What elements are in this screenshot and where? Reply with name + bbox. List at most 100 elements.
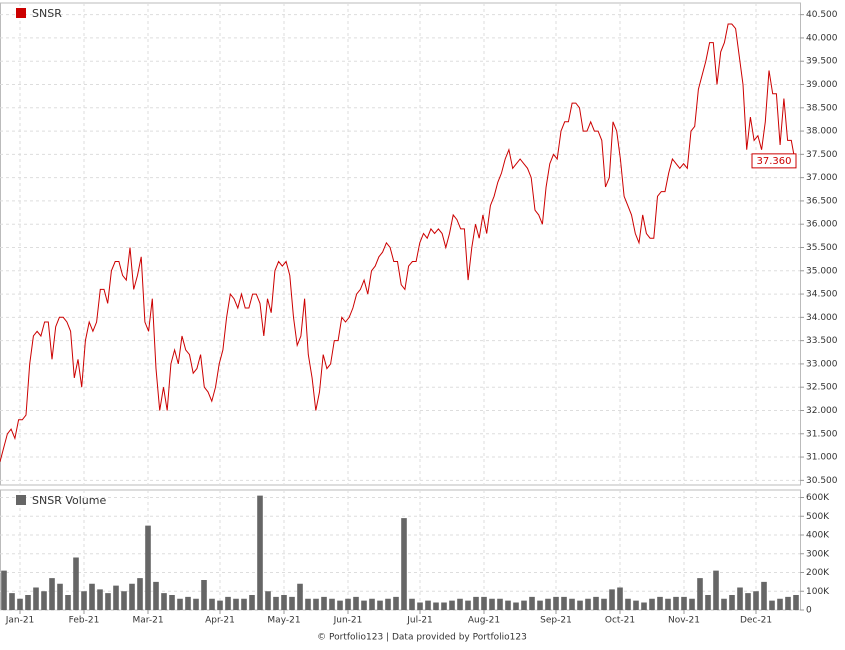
volume-bar bbox=[169, 595, 175, 610]
x-tick-label: Aug-21 bbox=[468, 616, 500, 626]
volume-bar bbox=[705, 595, 711, 610]
volume-bar bbox=[689, 598, 695, 610]
x-tick-label: May-21 bbox=[267, 616, 300, 626]
y-tick-label: 35.000 bbox=[806, 266, 838, 276]
volume-bar bbox=[769, 600, 775, 610]
volume-bar bbox=[569, 598, 575, 610]
volume-bar bbox=[401, 518, 407, 610]
y-tick-label: 31.500 bbox=[806, 429, 838, 439]
volume-bar bbox=[73, 557, 79, 610]
volume-bar bbox=[561, 596, 567, 610]
volume-bar bbox=[545, 598, 551, 610]
y-tick-label: 38.500 bbox=[806, 103, 838, 113]
volume-bar bbox=[129, 583, 135, 610]
volume-bar bbox=[65, 595, 71, 610]
volume-bar bbox=[473, 596, 479, 610]
panel bbox=[0, 489, 801, 611]
y-tick-label: 34.000 bbox=[806, 313, 838, 323]
volume-bar bbox=[425, 600, 431, 610]
volume-bar bbox=[265, 591, 271, 610]
volume-bar bbox=[305, 598, 311, 610]
y-tick-label: 200K bbox=[806, 568, 830, 578]
legend-label: SNSR bbox=[32, 7, 62, 20]
volume-bar bbox=[25, 595, 31, 610]
x-tick-label: Mar-21 bbox=[132, 616, 163, 626]
volume-bar bbox=[321, 596, 327, 610]
volume-bar bbox=[289, 596, 295, 610]
volume-bar bbox=[145, 525, 151, 610]
volume-bar bbox=[593, 596, 599, 610]
y-tick-label: 32.500 bbox=[806, 383, 838, 393]
y-tick-label: 31.000 bbox=[806, 453, 838, 463]
x-tick-label: Dec-21 bbox=[740, 616, 772, 626]
volume-bar bbox=[49, 578, 55, 610]
volume-bar bbox=[41, 591, 47, 610]
volume-bar bbox=[433, 602, 439, 610]
x-tick-label: Jun-21 bbox=[333, 616, 363, 626]
volume-bar bbox=[353, 596, 359, 610]
volume-bar bbox=[505, 600, 511, 610]
y-tick-label: 30.500 bbox=[806, 476, 838, 486]
volume-bar bbox=[553, 596, 559, 610]
volume-bar bbox=[337, 600, 343, 610]
volume-bar bbox=[713, 570, 719, 610]
volume-bar bbox=[417, 602, 423, 610]
volume-bar bbox=[633, 600, 639, 610]
volume-bar bbox=[513, 602, 519, 610]
y-tick-label: 39.000 bbox=[806, 80, 838, 90]
volume-bar bbox=[657, 596, 663, 610]
volume-bar bbox=[601, 598, 607, 610]
x-tick-label: Apr-21 bbox=[205, 616, 235, 626]
volume-bar bbox=[521, 600, 527, 610]
legend-label: SNSR Volume bbox=[32, 494, 106, 507]
y-tick-label: 36.000 bbox=[806, 220, 838, 230]
volume-bar bbox=[17, 598, 23, 610]
volume-bar bbox=[361, 600, 367, 610]
price-line bbox=[0, 23, 796, 462]
volume-bar bbox=[577, 600, 583, 610]
y-tick-label: 40.500 bbox=[806, 10, 838, 20]
x-tick-label: Sep-21 bbox=[540, 616, 572, 626]
footer: © Portfolio123 | Data provided by Portfo… bbox=[317, 633, 527, 643]
last-value-label: 37.360 bbox=[757, 156, 792, 167]
volume-bar bbox=[609, 589, 615, 610]
y-tick-label: 400K bbox=[806, 531, 830, 541]
volume-bar bbox=[89, 583, 95, 610]
volume-bar bbox=[529, 596, 535, 610]
volume-bar bbox=[1, 570, 7, 610]
volume-bar bbox=[649, 598, 655, 610]
volume-bar bbox=[257, 495, 263, 610]
volume-bar bbox=[761, 581, 767, 610]
volume-bar bbox=[201, 580, 207, 610]
y-tick-label: 32.000 bbox=[806, 406, 838, 416]
volume-bar bbox=[345, 598, 351, 610]
volume-bar bbox=[385, 598, 391, 610]
volume-bar bbox=[457, 598, 463, 610]
y-tick-label: 36.500 bbox=[806, 196, 838, 206]
volume-bar bbox=[673, 596, 679, 610]
y-tick-label: 38.000 bbox=[806, 127, 838, 137]
volume-bar bbox=[729, 595, 735, 610]
volume-bar bbox=[241, 598, 247, 610]
y-tick-label: 100K bbox=[806, 587, 830, 597]
volume-bar bbox=[697, 578, 703, 610]
volume-bar bbox=[625, 598, 631, 610]
volume-bar bbox=[369, 598, 375, 610]
volume-bar bbox=[681, 596, 687, 610]
volume-bar bbox=[745, 593, 751, 610]
x-tick-label: Feb-21 bbox=[69, 616, 100, 626]
volume-bar bbox=[665, 598, 671, 610]
volume-bar bbox=[641, 602, 647, 610]
volume-bar bbox=[753, 591, 759, 610]
y-tick-label: 500K bbox=[806, 512, 830, 522]
volume-bar bbox=[9, 593, 15, 610]
volume-bar bbox=[449, 600, 455, 610]
y-tick-label: 33.000 bbox=[806, 359, 838, 369]
y-tick-label: 0 bbox=[806, 606, 812, 616]
volume-bar bbox=[97, 589, 103, 610]
panel bbox=[0, 2, 801, 486]
volume-bar bbox=[281, 595, 287, 610]
volume-bar bbox=[465, 600, 471, 610]
volume-bar bbox=[209, 598, 215, 610]
x-tick-label: Nov-21 bbox=[668, 616, 700, 626]
